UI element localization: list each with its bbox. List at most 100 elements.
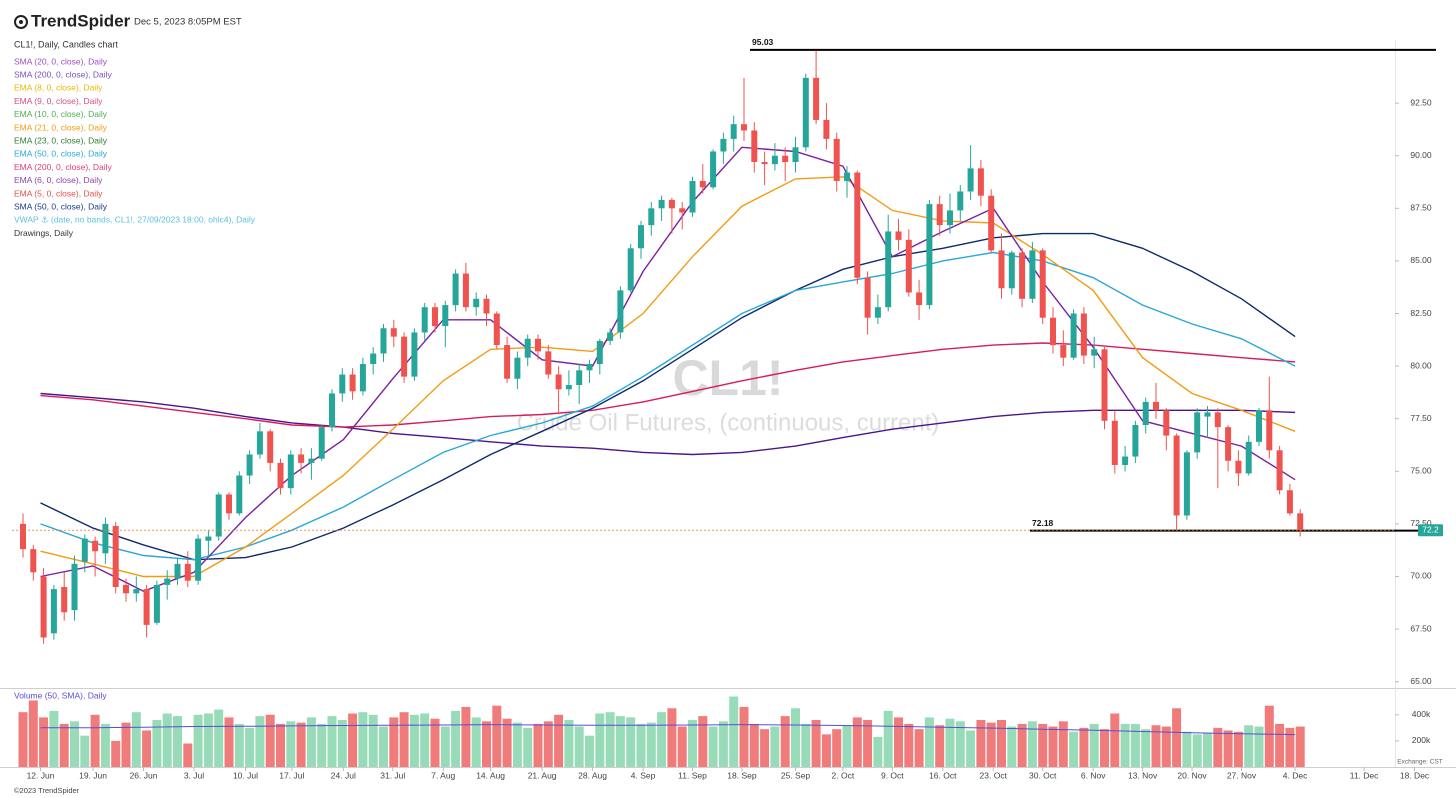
volume-bar (997, 720, 1006, 767)
x-tick-label: 16. Oct (929, 770, 957, 780)
volume-bar (121, 722, 131, 767)
candles (20, 50, 1304, 644)
candle-body (874, 307, 881, 318)
candle-body (174, 563, 181, 579)
candle-body (102, 523, 109, 554)
volume-bar (379, 726, 388, 767)
volume-bar (368, 714, 378, 767)
candle-body (792, 147, 799, 163)
volume-bar (1151, 725, 1161, 767)
y-tick-label: 65.00 (1410, 676, 1432, 686)
moving-average (40, 251, 1296, 561)
candle-body (277, 462, 284, 489)
x-tick-label: 31. Jul (380, 770, 405, 780)
candle-body (1080, 313, 1087, 356)
candle-body (555, 374, 562, 390)
candle-body (844, 172, 850, 181)
candle-body (195, 538, 202, 581)
volume-bar (306, 717, 316, 767)
volume-bar (152, 720, 162, 767)
candle-body (1060, 345, 1067, 358)
volume-bar (327, 716, 337, 767)
candle-body (1029, 250, 1036, 299)
candle-body (1266, 410, 1273, 451)
candle-body (40, 576, 47, 638)
volume-bar (914, 729, 924, 767)
volume-bar (1192, 734, 1202, 767)
volume-bar (842, 725, 852, 767)
volume-bar (605, 712, 615, 767)
volume-bar (358, 712, 368, 767)
volume-bar (873, 736, 883, 767)
candle-body (1122, 456, 1129, 465)
x-tick-label: 19. Jun (79, 770, 107, 780)
candle-body (236, 475, 243, 514)
volume-bar (482, 721, 491, 767)
legend-entry: EMA (9, 0, close), Daily (14, 96, 103, 106)
volume-bar (1058, 721, 1068, 767)
volume-bar (512, 722, 522, 767)
volume-bar (533, 723, 543, 767)
volume-bar (162, 713, 172, 767)
candle-body (432, 307, 438, 327)
candle-body (689, 180, 696, 213)
volume-bar (183, 743, 193, 767)
volume-bars (18, 696, 1305, 767)
volume-tick-label: 200k (1412, 735, 1431, 745)
candle-body (1256, 410, 1262, 442)
candle-body (1070, 313, 1077, 358)
volume-bar (59, 723, 69, 767)
candle-body (462, 273, 469, 308)
legend-entry: EMA (200, 0, close), Daily (14, 162, 113, 172)
volume-sma (40, 724, 1296, 736)
candle-body (452, 273, 459, 306)
logo-ring (14, 15, 28, 29)
candle-body (298, 454, 305, 463)
candle-body (1132, 425, 1139, 457)
candle-body (483, 298, 490, 314)
volume-bar (1275, 723, 1285, 767)
volume-title: Volume (50, SMA), Daily (14, 690, 107, 700)
x-tick-label: 24. Jul (331, 770, 356, 780)
candle-body (771, 155, 778, 165)
x-tick-label: 25. Sep (781, 770, 811, 780)
volume-bar (688, 720, 697, 767)
candle-body (596, 340, 603, 364)
candle-body (1286, 490, 1293, 514)
candle-body (957, 191, 964, 211)
volume-bar (440, 726, 450, 767)
candle-body (617, 290, 624, 333)
last-price-box (1418, 524, 1443, 537)
volume-bar (801, 723, 811, 767)
volume-bar (80, 735, 90, 767)
x-tick-label: 9. Oct (881, 770, 904, 780)
candle-body (947, 210, 953, 226)
x-tick-label: 18. Dec (1400, 770, 1430, 780)
volume-bar (389, 717, 399, 767)
x-tick-label: 21. Aug (528, 770, 557, 780)
volume-bar (492, 705, 502, 767)
timestamp: Dec 5, 2023 8:05PM EST (134, 17, 242, 28)
x-tick-label: 23. Oct (980, 770, 1008, 780)
x-tick-label: 20. Nov (1177, 770, 1207, 780)
volume-bar (430, 718, 440, 767)
volume-bar (1264, 705, 1274, 767)
volume-bar (461, 706, 471, 767)
volume-bar (100, 723, 110, 767)
candle-body (813, 77, 820, 120)
legend-entry: EMA (50, 0, close), Daily (14, 149, 108, 159)
legend-entry: EMA (21, 0, close), Daily (14, 122, 108, 132)
volume-bar (471, 717, 481, 767)
candle-body (720, 138, 727, 152)
volume-bar (18, 712, 28, 767)
legend-entry: EMA (8, 0, close), Daily (14, 83, 103, 93)
y-tick-label: 82.50 (1410, 308, 1432, 318)
x-tick-label: 2. Oct (832, 770, 855, 780)
volume-bar (1141, 729, 1151, 767)
candle-body (1153, 401, 1159, 411)
candle-body (936, 204, 943, 226)
x-tick-label: 11. Dec (1350, 770, 1379, 780)
volume-bar (203, 713, 213, 767)
candle-body (318, 427, 325, 459)
y-tick-label: 67.50 (1410, 623, 1432, 633)
